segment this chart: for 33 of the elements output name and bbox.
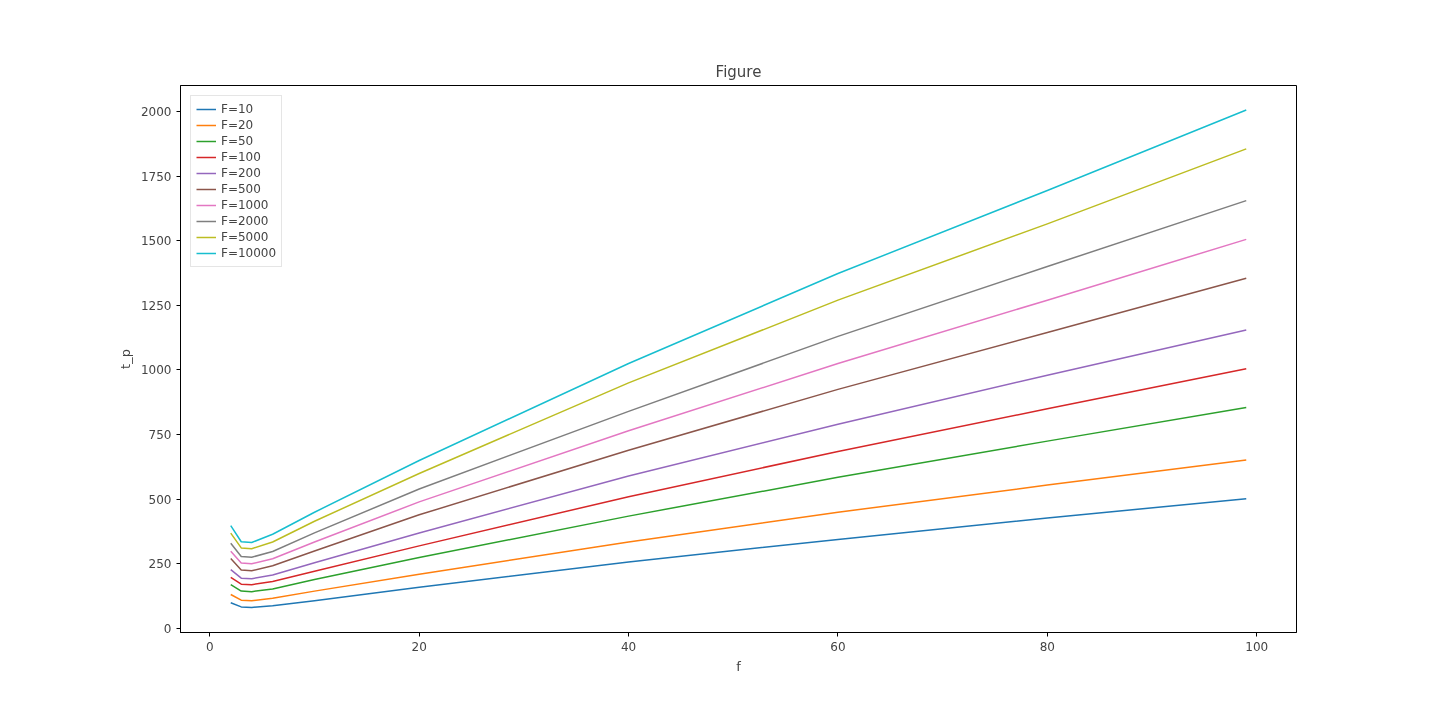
line-series — [230, 367, 1247, 586]
line-series — [230, 406, 1247, 593]
legend-label: F=500 — [221, 181, 261, 197]
legend-label: F=200 — [221, 165, 261, 181]
legend-label: F=2000 — [221, 213, 269, 229]
legend-label: F=5000 — [221, 229, 269, 245]
y-tick-label: 750 — [148, 428, 172, 443]
chart-title: Figure — [715, 62, 762, 81]
line-series — [230, 498, 1247, 609]
line-series — [230, 459, 1247, 602]
y-tick-label: 1500 — [140, 234, 172, 249]
y-tick-label: 250 — [148, 557, 172, 572]
y-tick-label: 0 — [163, 622, 172, 637]
x-tick-label: 20 — [411, 639, 427, 654]
x-tick-label: 80 — [1039, 639, 1055, 654]
y-tick-label: 1750 — [140, 169, 172, 184]
legend-label: F=50 — [221, 133, 254, 149]
y-axis-title: t_p — [117, 349, 133, 369]
x-axis-title: f — [736, 658, 742, 674]
y-tick-label: 2000 — [140, 104, 172, 119]
y-tick-label: 500 — [148, 492, 172, 507]
x-tick-label: 40 — [620, 639, 637, 654]
legend-label: F=1000 — [221, 197, 269, 213]
legend-label: F=10 — [221, 101, 254, 117]
line-series — [230, 329, 1247, 580]
legend-label: F=100 — [221, 149, 261, 165]
y-tick-label: 1000 — [140, 363, 172, 378]
legend-label: F=20 — [221, 117, 254, 133]
x-tick-label: 60 — [830, 639, 846, 654]
legend-label: F=10000 — [221, 245, 277, 261]
y-tick-label: 1250 — [140, 298, 172, 313]
x-tick-label: 100 — [1245, 639, 1269, 654]
x-tick-label: 0 — [206, 639, 214, 654]
